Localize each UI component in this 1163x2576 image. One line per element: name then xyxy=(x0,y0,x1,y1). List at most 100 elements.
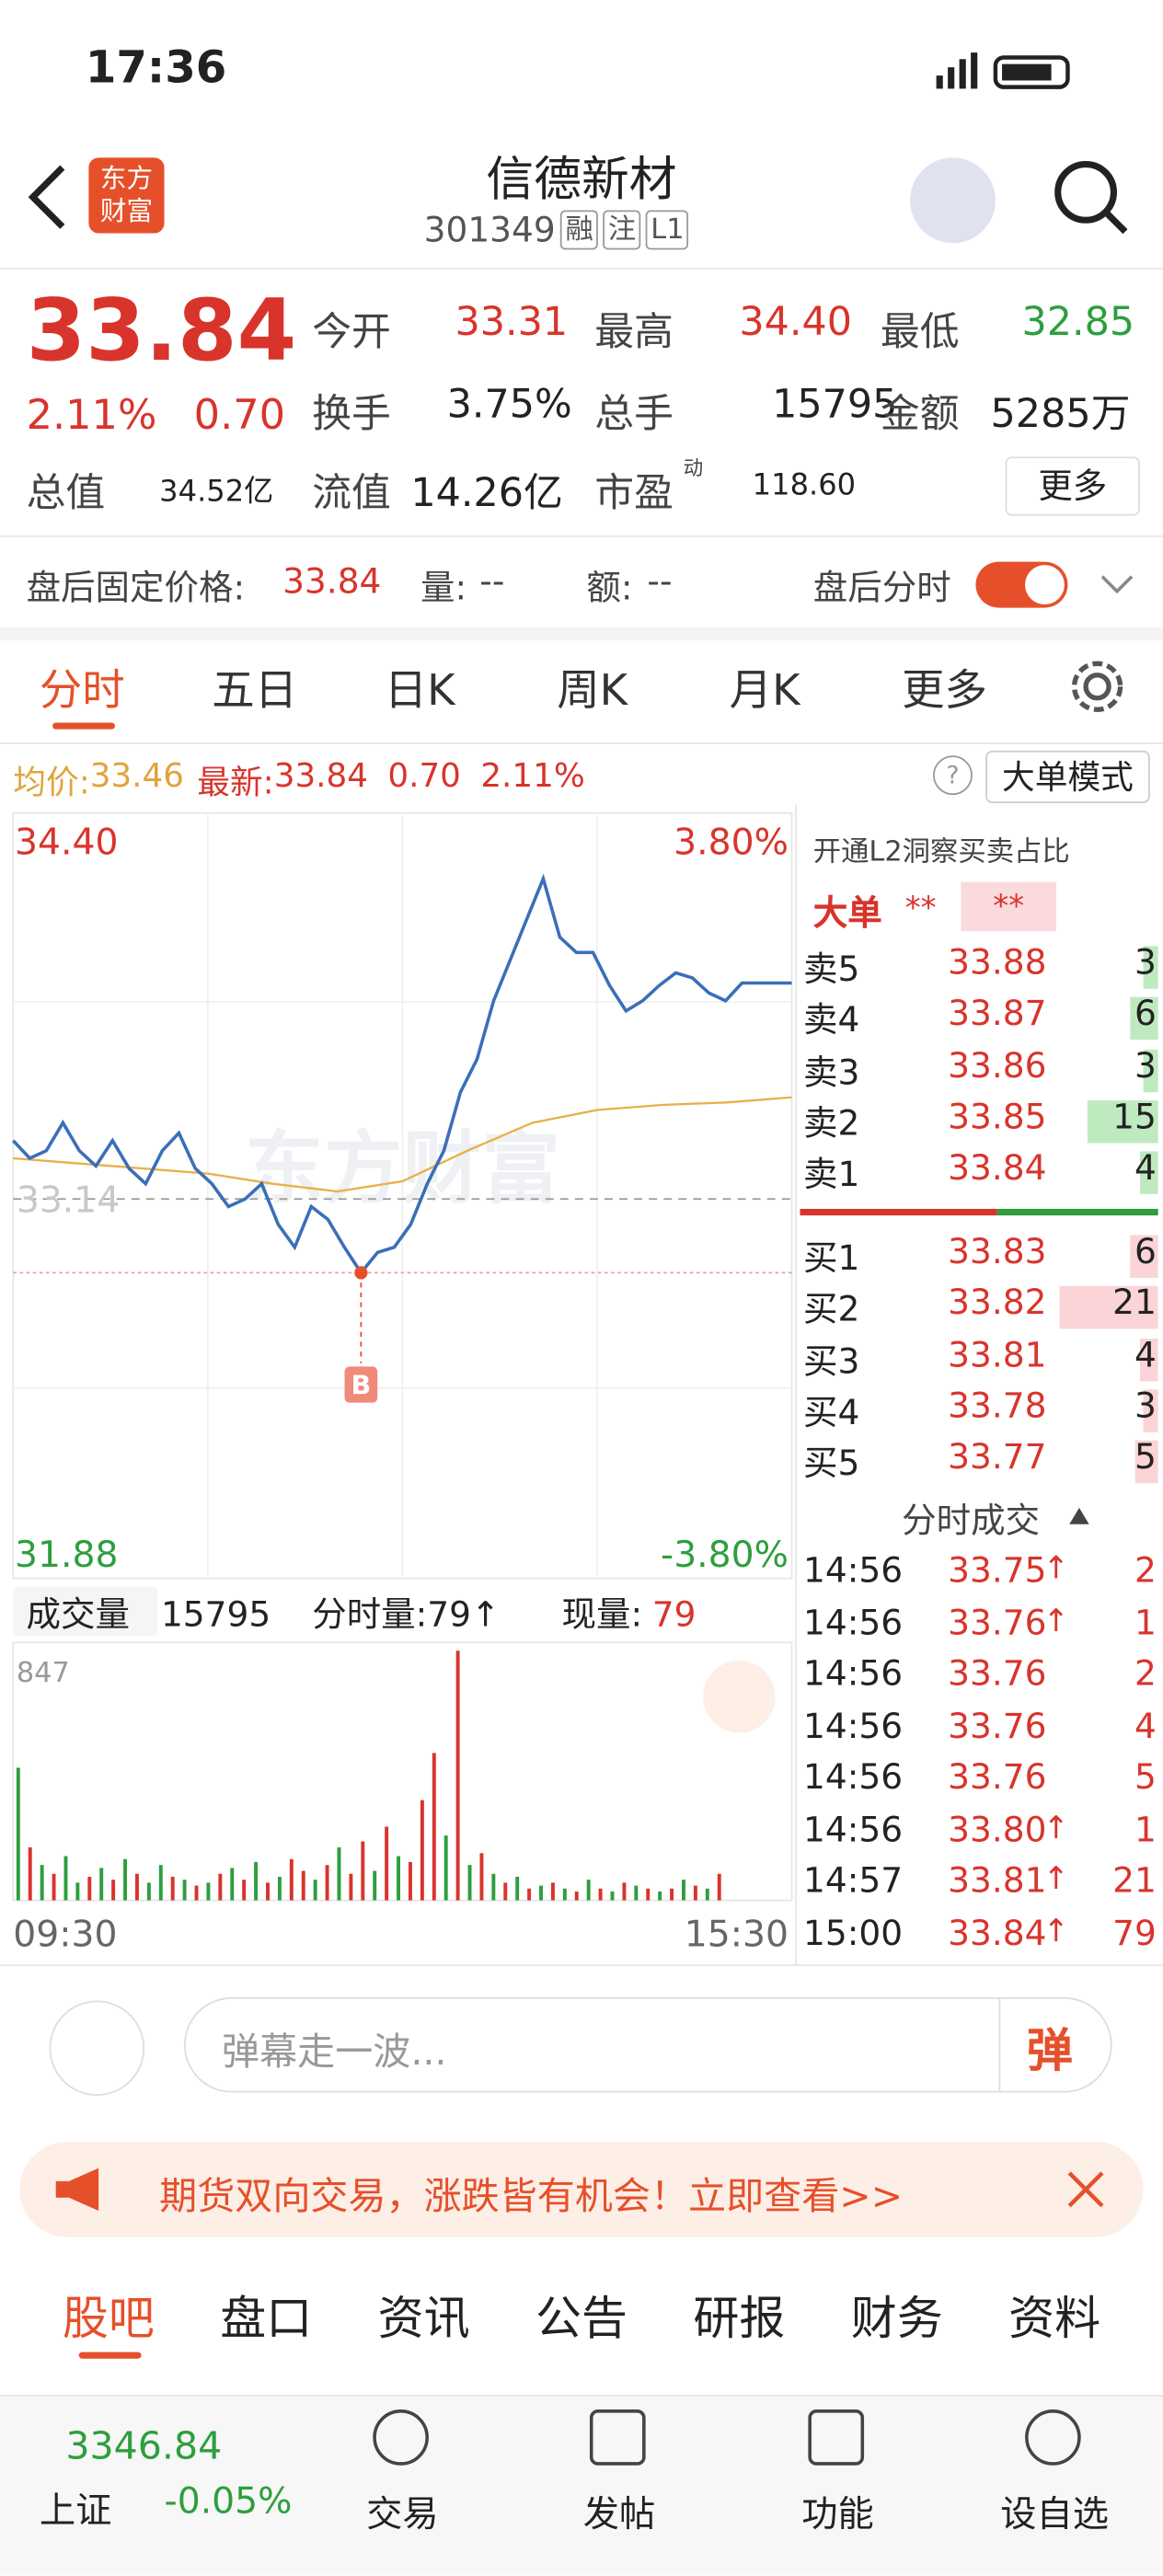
chart-tab[interactable]: 更多 xyxy=(902,666,987,717)
expand-icon[interactable] xyxy=(1098,571,1137,598)
nav-label[interactable]: 功能 xyxy=(801,2494,874,2536)
section-tab[interactable]: 资料 xyxy=(1008,2291,1101,2346)
section-tab[interactable]: 盘口 xyxy=(220,2291,313,2346)
danmu-sep xyxy=(998,1998,1001,2091)
danmu-input[interactable]: 弹幕走一波... 弹 xyxy=(183,1996,1112,2093)
chart-tab[interactable]: 五日 xyxy=(212,666,298,717)
volume-bar xyxy=(610,1891,615,1901)
volume-bar xyxy=(646,1888,651,1901)
danmu-settings[interactable] xyxy=(49,2000,145,2097)
trade-time: 14:56 xyxy=(803,1757,904,1798)
volume-bar xyxy=(539,1885,543,1901)
trade-price: 33.76 xyxy=(948,1757,1047,1798)
volume-bar xyxy=(1130,1235,1158,1278)
volume-bar xyxy=(682,1880,685,1901)
index-name[interactable]: 上证 xyxy=(39,2491,112,2533)
book-vol: 15 xyxy=(1112,1097,1157,1137)
after-hours-vol: -- xyxy=(479,561,505,602)
book-vol: 3 xyxy=(1134,1386,1157,1426)
volume-bar xyxy=(99,1868,104,1901)
after-hours-toggle[interactable] xyxy=(975,561,1068,608)
volume-bar xyxy=(325,1865,329,1901)
volume-bar xyxy=(194,1885,199,1901)
nav-icon[interactable] xyxy=(373,2409,429,2466)
volume-bar xyxy=(28,1846,32,1901)
chart-tab[interactable]: 分时 xyxy=(39,666,125,717)
stock-name: 信德新材 xyxy=(486,151,677,207)
expand-volume[interactable] xyxy=(703,1660,776,1733)
book-price: 33.84 xyxy=(948,1148,1047,1189)
section-tab[interactable]: 资讯 xyxy=(377,2291,470,2346)
pe-note: 动 xyxy=(683,456,704,480)
index-change[interactable]: -0.05% xyxy=(164,2481,293,2524)
trade-dir: ↑ xyxy=(1042,1809,1070,1846)
latest-change: 0.70 xyxy=(387,755,461,796)
section-tab[interactable]: 公告 xyxy=(535,2291,628,2346)
nav-label[interactable]: 设自选 xyxy=(1000,2494,1110,2536)
volume-bar xyxy=(1139,1151,1158,1195)
chart-tab[interactable]: 月K xyxy=(729,666,800,717)
book-price: 33.82 xyxy=(948,1282,1047,1323)
nav-icon[interactable] xyxy=(808,2409,865,2466)
marker-label: B xyxy=(351,1370,372,1401)
volume-bar xyxy=(527,1888,532,1901)
change-pct: 2.11% xyxy=(26,390,157,439)
trade-price: 33.81 xyxy=(948,1860,1047,1901)
divider xyxy=(0,535,1163,537)
book-label: 买1 xyxy=(803,1238,860,1278)
help-icon[interactable]: ? xyxy=(933,755,973,796)
chart-tab[interactable]: 周K xyxy=(557,666,628,717)
assistant-avatar[interactable] xyxy=(910,157,996,244)
trade-time: 14:56 xyxy=(803,1653,904,1694)
search-button[interactable] xyxy=(1052,157,1134,239)
trade-price: 33.75 xyxy=(948,1550,1047,1591)
nav-icon[interactable] xyxy=(589,2409,646,2466)
l2-title[interactable]: 开通L2洞察买卖占比 xyxy=(812,835,1070,869)
volume-bar xyxy=(158,1865,163,1901)
close-banner[interactable] xyxy=(1065,2168,1107,2211)
volume-max: 847 xyxy=(17,1657,70,1689)
book-price: 33.81 xyxy=(948,1334,1047,1374)
index-value[interactable]: 3346.84 xyxy=(65,2425,223,2469)
change: 0.70 xyxy=(193,390,286,439)
bottom-nav: 3346.84 上证 -0.05% 交易 发帖 功能 设自选 xyxy=(0,2394,1163,2576)
divider xyxy=(0,742,1163,744)
trade-vol: 1 xyxy=(1134,1602,1157,1642)
settings-button[interactable] xyxy=(1067,657,1126,716)
book-label: 卖2 xyxy=(803,1103,860,1144)
price-line xyxy=(11,873,792,1276)
volume-bar xyxy=(40,1865,44,1901)
volume-bar xyxy=(670,1888,674,1901)
quote-label: 最高 xyxy=(594,308,674,355)
volume-bar xyxy=(1139,1338,1158,1381)
nav-icon[interactable] xyxy=(1025,2409,1081,2466)
volume-bar xyxy=(1130,997,1158,1041)
nav-label[interactable]: 发帖 xyxy=(582,2494,656,2536)
volume-bar xyxy=(385,1826,389,1901)
trade-vol: 2 xyxy=(1134,1550,1157,1591)
section-tab[interactable]: 股吧 xyxy=(62,2291,155,2346)
nav-label[interactable]: 交易 xyxy=(366,2494,439,2536)
volume-bar xyxy=(1144,1049,1158,1092)
chart-tab[interactable]: 日K xyxy=(384,666,455,717)
after-hours-toggle-label: 盘后分时 xyxy=(812,568,951,608)
order-book: 开通L2洞察买卖占比 大单 ** ** 卖5 33.88 3 卖4 33.87 6 卖3 33.86 3… xyxy=(795,804,1163,1965)
quote-value: 15795 xyxy=(772,381,898,428)
danmu-send[interactable]: 弹 xyxy=(1026,2023,1073,2078)
back-button[interactable] xyxy=(23,161,73,234)
section-tab[interactable]: 财务 xyxy=(850,2291,943,2346)
more-button[interactable]: 更多 xyxy=(1005,456,1141,516)
divider xyxy=(0,268,1163,270)
trade-vol: 2 xyxy=(1134,1653,1157,1694)
big-order-mode[interactable]: 大单模式 xyxy=(985,750,1150,804)
x-start-label: 09:30 xyxy=(13,1915,117,1956)
section-tab[interactable]: 研报 xyxy=(693,2291,786,2346)
book-vol: 6 xyxy=(1134,994,1157,1034)
now-label: 现量: xyxy=(562,1593,643,1634)
volume-bar xyxy=(170,1876,175,1901)
base-label: 33.14 xyxy=(17,1180,120,1222)
volume-bar xyxy=(550,1882,555,1901)
promo-banner[interactable]: 期货双向交易，涨跌皆有机会！立即查看>> xyxy=(19,2142,1144,2237)
volume-bar xyxy=(1088,1099,1158,1144)
book-label: 卖4 xyxy=(803,1000,860,1041)
